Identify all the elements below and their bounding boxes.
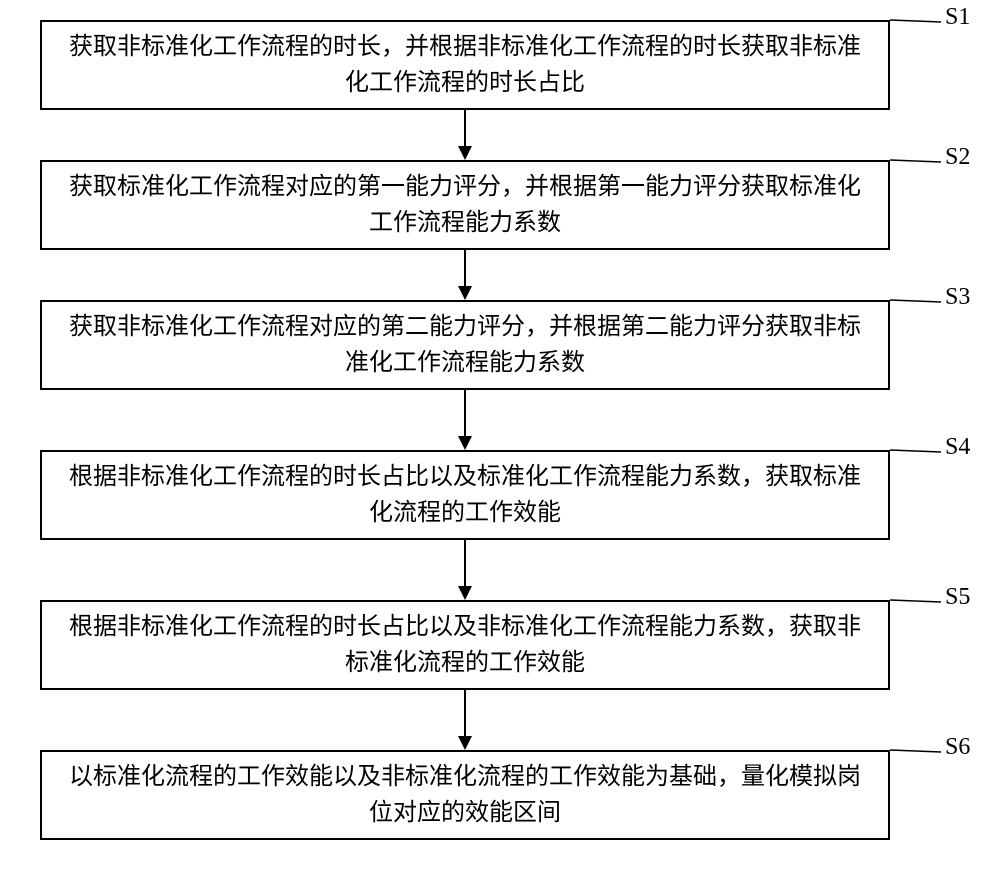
- step-label-s5: S5: [945, 584, 970, 611]
- step-box-s3: 获取非标准化工作流程对应的第二能力评分，并根据第二能力评分获取非标准化工作流程能…: [40, 300, 890, 390]
- step-text: 获取非标准化工作流程对应的第二能力评分，并根据第二能力评分获取非标准化工作流程能…: [58, 309, 872, 381]
- leader-line: [0, 0, 1000, 869]
- leader-line: [0, 0, 1000, 869]
- step-label-s3: S3: [945, 284, 970, 311]
- step-label-s6: S6: [945, 734, 970, 761]
- step-box-s4: 根据非标准化工作流程的时长占比以及标准化工作流程能力系数，获取标准化流程的工作效…: [40, 450, 890, 540]
- leader-line: [0, 0, 1000, 869]
- arrow-head-icon: [458, 586, 472, 600]
- step-label-s2: S2: [945, 144, 970, 171]
- arrow-line: [464, 540, 466, 588]
- step-text: 获取标准化工作流程对应的第一能力评分，并根据第一能力评分获取标准化工作流程能力系…: [58, 169, 872, 241]
- step-box-s5: 根据非标准化工作流程的时长占比以及非标准化工作流程能力系数，获取非标准化流程的工…: [40, 600, 890, 690]
- flowchart-canvas: 获取非标准化工作流程的时长，并根据非标准化工作流程的时长获取非标准化工作流程的时…: [0, 0, 1000, 869]
- leader-line: [0, 0, 1000, 869]
- arrow-head-icon: [458, 736, 472, 750]
- arrow-head-icon: [458, 146, 472, 160]
- step-label-s1: S1: [945, 4, 970, 31]
- arrow-line: [464, 110, 466, 148]
- step-label-s4: S4: [945, 434, 970, 461]
- step-text: 根据非标准化工作流程的时长占比以及非标准化工作流程能力系数，获取非标准化流程的工…: [58, 609, 872, 681]
- step-box-s2: 获取标准化工作流程对应的第一能力评分，并根据第一能力评分获取标准化工作流程能力系…: [40, 160, 890, 250]
- arrow-head-icon: [458, 436, 472, 450]
- leader-line: [0, 0, 1000, 869]
- step-text: 以标准化流程的工作效能以及非标准化流程的工作效能为基础，量化模拟岗位对应的效能区…: [58, 759, 872, 831]
- leader-line: [0, 0, 1000, 869]
- step-text: 获取非标准化工作流程的时长，并根据非标准化工作流程的时长获取非标准化工作流程的时…: [58, 29, 872, 101]
- arrow-head-icon: [458, 286, 472, 300]
- arrow-line: [464, 390, 466, 438]
- arrow-line: [464, 690, 466, 738]
- step-box-s6: 以标准化流程的工作效能以及非标准化流程的工作效能为基础，量化模拟岗位对应的效能区…: [40, 750, 890, 840]
- step-box-s1: 获取非标准化工作流程的时长，并根据非标准化工作流程的时长获取非标准化工作流程的时…: [40, 20, 890, 110]
- step-text: 根据非标准化工作流程的时长占比以及标准化工作流程能力系数，获取标准化流程的工作效…: [58, 459, 872, 531]
- arrow-line: [464, 250, 466, 288]
